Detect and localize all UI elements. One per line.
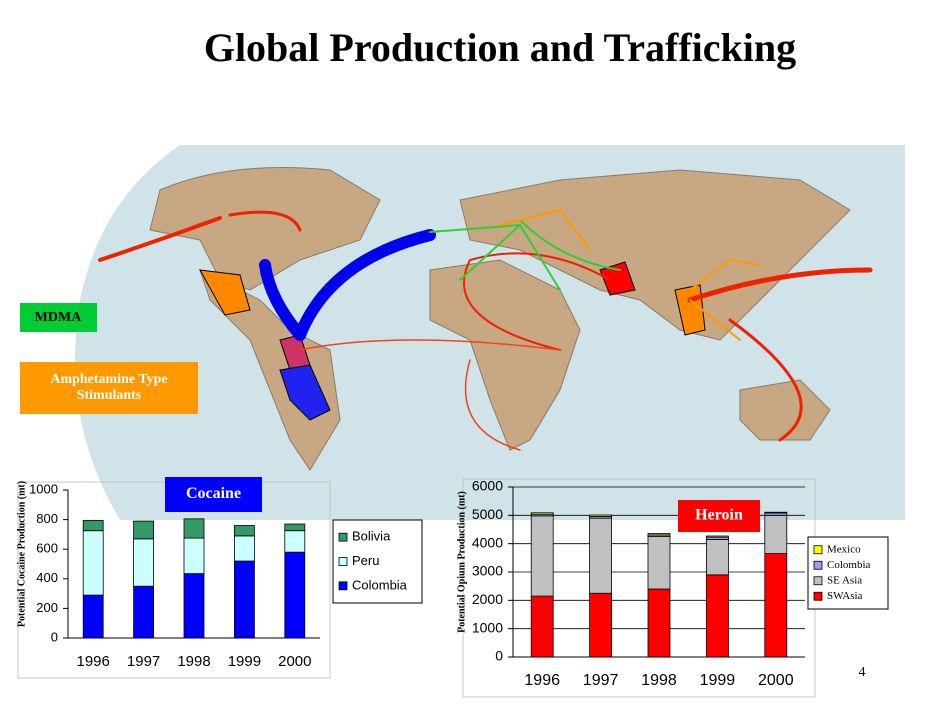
legend-label: SE Asia: [827, 574, 862, 586]
bar-segment: [589, 517, 612, 594]
y-axis-title: Potential Opium Production (mt): [456, 491, 467, 633]
legend-label: Colombia: [352, 577, 408, 592]
x-tick-label: 2000: [278, 653, 311, 670]
bar-segment: [706, 574, 729, 658]
x-tick-label: 1998: [177, 653, 210, 670]
legend-label: SWAsia: [827, 590, 863, 602]
ats-box: [20, 362, 198, 414]
legend-label: Peru: [352, 553, 379, 568]
chart-badge: Heroin: [695, 507, 743, 524]
bar-segment: [82, 519, 104, 532]
bar-segment: [233, 535, 255, 562]
page-number: 4: [859, 665, 866, 680]
legend-box: [332, 519, 423, 604]
bar-segment: [706, 535, 729, 538]
x-tick-label: 1996: [77, 653, 110, 670]
x-tick-label: 1999: [700, 672, 736, 689]
ats-label-wrap: Amphetamine Type Stimulants: [50, 372, 168, 403]
legend-label: Colombia: [827, 559, 871, 571]
bar-segment: [233, 525, 255, 537]
bar-segment: [284, 551, 306, 639]
y-tick-label: 5000: [472, 506, 503, 522]
y-tick-label: 1000: [29, 481, 58, 496]
legend-swatch: [813, 545, 823, 555]
bar-segment: [530, 512, 554, 515]
x-tick-label: 1996: [524, 672, 560, 689]
legend-swatch: [338, 581, 348, 591]
y-tick-label: 800: [36, 511, 58, 526]
legend-swatch: [338, 532, 348, 542]
y-tick-label: 600: [36, 541, 58, 556]
legend-label: Bolivia: [352, 529, 391, 544]
y-tick-label: 4000: [472, 534, 503, 550]
legend-swatch: [813, 576, 823, 586]
y-tick-label: 0: [495, 648, 503, 664]
bar-segment: [764, 553, 788, 658]
legend-swatch: [813, 560, 823, 570]
y-tick-label: 0: [51, 629, 58, 644]
bar-segment: [284, 530, 306, 553]
bar-segment: [764, 511, 788, 514]
bar-segment: [530, 515, 554, 597]
legend-swatch: [338, 557, 348, 566]
y-tick-label: 400: [36, 570, 58, 585]
bar-segment: [284, 523, 306, 532]
y-tick-label: 6000: [472, 478, 503, 494]
slide-title: Global Production and Trafficking: [204, 25, 796, 70]
chart-badge: Cocaine: [186, 485, 241, 502]
bar-segment: [764, 514, 788, 554]
y-tick-label: 1000: [472, 619, 503, 635]
bar-segment: [530, 595, 554, 658]
x-tick-label: 2000: [758, 672, 794, 689]
x-tick-label: 1999: [228, 653, 261, 670]
bar-segment: [133, 585, 155, 639]
map-label: MDMA: [35, 310, 83, 325]
chart-badge-box: [678, 500, 760, 532]
map-label: Amphetamine Type Stimulants: [50, 372, 168, 403]
bar-segment: [183, 518, 205, 539]
bar-segment: [706, 539, 729, 576]
bar-segment: [133, 520, 155, 540]
bar-segment: [133, 538, 155, 587]
chart-badge-box: [165, 477, 262, 512]
bar-segment: [647, 533, 671, 536]
y-tick-label: 2000: [472, 591, 503, 607]
bar-segment: [589, 592, 612, 658]
bar-segment: [183, 573, 205, 639]
y-tick-label: 3000: [472, 563, 503, 579]
legend-swatch: [813, 591, 823, 601]
bar-segment: [233, 560, 255, 639]
x-tick-label: 1998: [641, 672, 677, 689]
bar-segment: [82, 594, 104, 639]
x-tick-label: 1997: [583, 672, 619, 689]
y-tick-label: 200: [36, 600, 58, 615]
bar-segment: [82, 530, 104, 596]
bar-segment: [647, 588, 671, 658]
world-map: [75, 145, 905, 520]
bar-segment: [589, 514, 612, 517]
y-axis-title: Potential Cocaine Production (mt): [16, 481, 27, 627]
legend-label: Mexico: [827, 543, 861, 555]
bar-segment: [183, 537, 205, 575]
x-tick-label: 1997: [127, 653, 160, 670]
bar-segment: [647, 536, 671, 590]
mdma-box: [20, 303, 97, 332]
